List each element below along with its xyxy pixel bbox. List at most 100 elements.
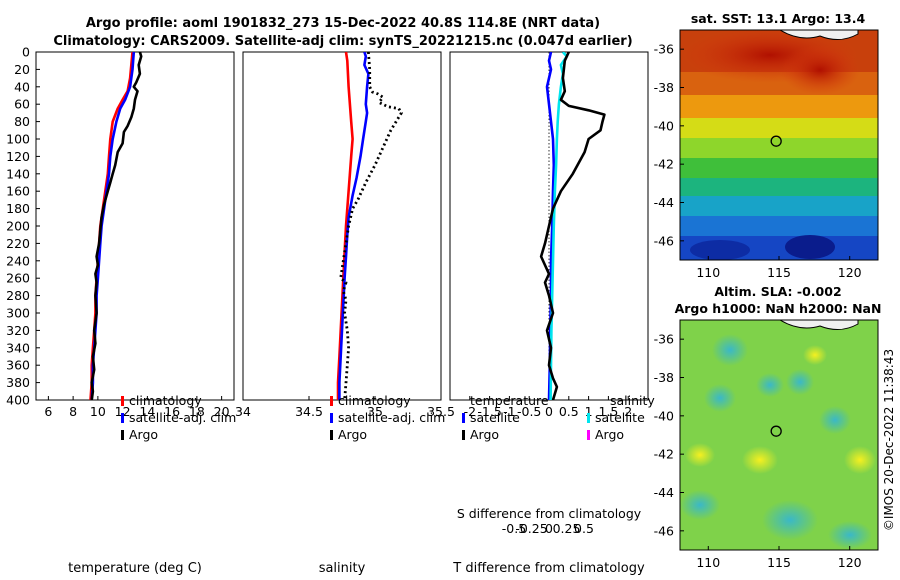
sal-xtick-label: 35	[367, 404, 383, 419]
series-satellite-adj-clim	[338, 52, 370, 400]
difference-xlabel: T difference from climatology	[452, 561, 645, 576]
depth-tick-labels: 0 20 40 60 80 100 120 140 160 180 200 220 240 260 280 3…	[6, 45, 40, 408]
sal-legend-swatch-satellite	[330, 413, 333, 423]
depth-tick-label: 320	[6, 323, 30, 338]
figure-title-line2: Climatology: CARS2009. Satellite-adj cli…	[53, 34, 632, 49]
temperature-panel: 0 20 40 60 80 100 120 140 160 180 200 220 240 260 280 3…	[6, 45, 236, 577]
temp-xtick-label: 6	[44, 404, 52, 419]
secondary-tick-label: 0.25	[553, 521, 581, 536]
temp-xtick-label: 8	[69, 404, 77, 419]
sst-lon-label: 115	[767, 265, 791, 280]
secondary-xlabel: S difference from climatology	[457, 506, 642, 521]
temperature-series	[89, 52, 143, 400]
depth-tick-label: 100	[6, 132, 30, 147]
figure-title-line1: Argo profile: aoml 1901832_273 15-Dec-20…	[86, 16, 600, 31]
secondary-tick-label: -0.5	[502, 521, 526, 536]
depth-tick-label: 80	[14, 114, 30, 129]
diff-xtick-label: 0	[545, 404, 553, 419]
salinity-tick-labels: 34 34.5 35 35.5	[235, 396, 455, 419]
series-argo	[339, 52, 403, 400]
sla-map-subtitle: Argo h1000: NaN h2000: NaN	[675, 301, 882, 316]
diff-legend-swatch-s-argo	[587, 430, 590, 440]
sst-lat-label: -36	[654, 42, 674, 57]
diff-xtick-label: 1.5	[598, 404, 618, 419]
legend-label-argo: Argo	[129, 427, 158, 442]
sst-lat-label: -38	[654, 80, 674, 95]
sst-lat-label: -42	[654, 157, 674, 172]
sst-map-title: sat. SST: 13.1 Argo: 13.4	[691, 11, 866, 26]
legend-label-climatology: climatology	[129, 393, 202, 408]
imos-watermark: ©IMOS 20-Dec-2022 11:38:43	[882, 349, 896, 531]
sla-map-title: Altim. SLA: -0.002	[714, 284, 841, 299]
salinity-axes-frame	[242, 51, 442, 401]
sla-lat-label: -46	[654, 523, 674, 538]
sst-lat-label: -44	[654, 195, 674, 210]
depth-tick-label: 300	[6, 306, 30, 321]
temperature-xlabel: temperature (deg C)	[68, 561, 202, 576]
diff-legend-label-s-satellite: satellite	[595, 410, 645, 425]
sst-lat-label: -40	[654, 118, 674, 133]
temp-xtick-label: 14	[139, 404, 155, 419]
depth-tick-label: 380	[6, 375, 30, 390]
series-temperature-argo	[539, 52, 606, 400]
sst-heatmap-field	[680, 30, 878, 260]
sla-argo-location-marker	[770, 425, 782, 437]
sla-lat-label: -42	[654, 447, 674, 462]
diff-xtick-label: -0.5	[517, 404, 541, 419]
legend-swatch-climatology	[121, 396, 124, 406]
series-argo	[90, 52, 143, 400]
salinity-series	[336, 52, 403, 400]
salinity-legend: climatology satellite-adj. clim Argo	[330, 393, 445, 442]
depth-tick-label: 60	[14, 97, 30, 112]
diff-xtick-label: -2	[464, 404, 476, 419]
sla-lat-label: -44	[654, 485, 674, 500]
difference-legend: temperature salinity satellite Argo sate…	[462, 393, 655, 442]
sst-lon-label: 110	[696, 265, 720, 280]
series-satellite-adj-clim	[90, 52, 136, 400]
sla-lat-label: -40	[654, 408, 674, 423]
legend-title-temperature: temperature	[470, 393, 549, 408]
diff-xtick-label: 2	[624, 404, 632, 419]
depth-tick-label: 40	[14, 79, 30, 94]
sal-xtick-label: 35.5	[427, 404, 455, 419]
legend-label-satellite: satellite-adj. clim	[129, 410, 236, 425]
sla-lon-label: 120	[838, 555, 862, 570]
sla-lon-label: 115	[767, 555, 791, 570]
depth-tick-label: 340	[6, 340, 30, 355]
sla-lat-label: -36	[654, 332, 674, 347]
sal-legend-label-climatology: climatology	[338, 393, 411, 408]
sal-legend-label-satellite: satellite-adj. clim	[338, 410, 445, 425]
diff-legend-swatch-t-satellite	[462, 413, 465, 423]
temperature-legend: climatology satellite-adj. clim Argo	[121, 393, 236, 442]
sal-legend-label-argo: Argo	[338, 427, 367, 442]
sst-map: sat. SST: 13.1 Argo: 13.4 110 115 120 -36 -3…	[654, 11, 879, 280]
sst-argo-location-marker	[770, 135, 782, 147]
temp-xtick-label: 10	[90, 404, 106, 419]
depth-tick-label: 360	[6, 358, 30, 373]
diff-xtick-label: -1.5	[477, 404, 501, 419]
sla-lat-label: -38	[654, 370, 674, 385]
legend-swatch-satellite	[121, 413, 124, 423]
sla-map: Altim. SLA: -0.002 Argo h1000: NaN h2000…	[654, 284, 882, 570]
depth-tick-label: 20	[14, 62, 30, 77]
temperature-tick-labels: 6 8 10 12 14 16 18 20	[44, 396, 230, 419]
sal-legend-swatch-climatology	[330, 396, 333, 406]
sst-lat-label: -46	[654, 233, 674, 248]
diff-legend-label-t-satellite: satellite	[470, 410, 520, 425]
diff-xtick-label: 0.5	[559, 404, 579, 419]
sst-lon-label: 120	[838, 265, 862, 280]
diff-legend-label-t-argo: Argo	[470, 427, 499, 442]
temp-xtick-label: 20	[214, 404, 230, 419]
diff-legend-swatch-t-argo	[462, 430, 465, 440]
sla-lon-label: 110	[696, 555, 720, 570]
depth-tick-label: 400	[6, 393, 30, 408]
series-salinity-satellite	[549, 52, 569, 400]
diff-legend-swatch-s-satellite	[587, 413, 590, 423]
depth-tick-label: 260	[6, 271, 30, 286]
depth-tick-label: 240	[6, 253, 30, 268]
depth-tick-label: 220	[6, 236, 30, 251]
secondary-tick-label: 0	[545, 521, 553, 536]
sla-map-tick-labels: 110 115 120 -36 -38 -40 -42 -44 -46	[654, 332, 862, 570]
legend-swatch-argo	[121, 430, 124, 440]
